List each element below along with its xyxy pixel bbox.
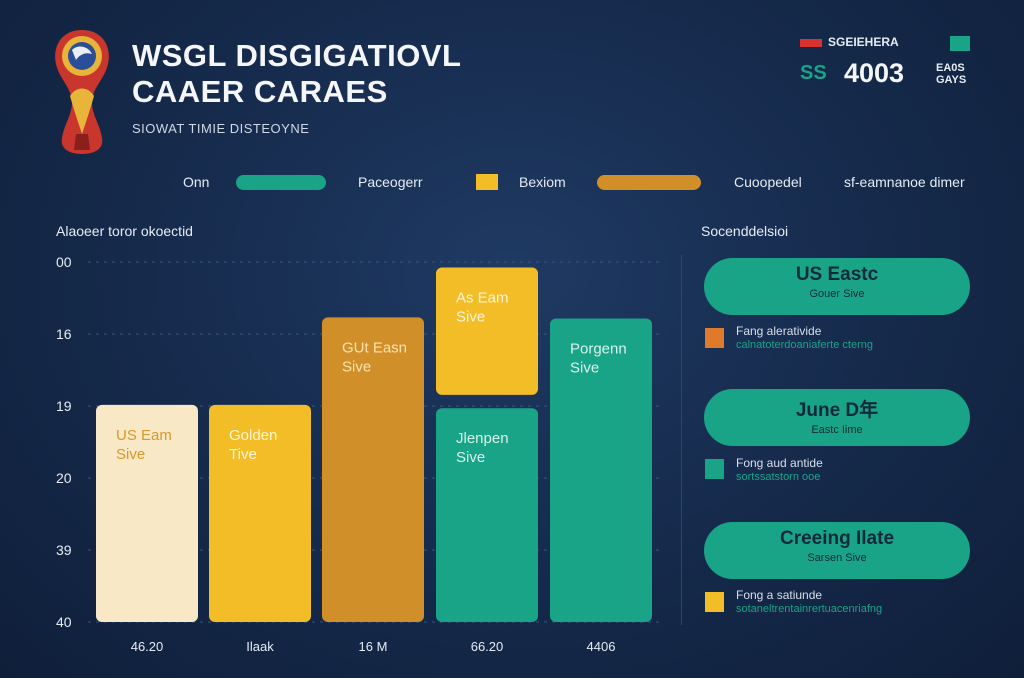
legend-swatch-onn <box>236 175 326 190</box>
bar-chart: 00 16 19 20 39 40 US Eam Sive Golden Tive GUt Easn… <box>56 254 662 654</box>
y-tick-label: 20 <box>56 470 72 486</box>
card-title: US Eastc <box>795 264 879 285</box>
flag-icon <box>800 39 822 47</box>
bar-label: GUt Easn <box>342 339 407 356</box>
x-tick-label: 46.20 <box>131 639 164 654</box>
card-subtitle: Gouer Sive <box>809 288 865 300</box>
note-marker-icon <box>705 328 724 348</box>
chart-title-line-2: CAAER CARAES <box>132 74 388 109</box>
bar-label: Tive <box>229 446 257 463</box>
y-tick-label: 40 <box>56 614 72 630</box>
x-tick-label: 4406 <box>587 639 616 654</box>
y-tick-label: 00 <box>56 254 72 270</box>
y-axis-title: Alaoeer toror okoectid <box>56 223 193 239</box>
x-tick-label: 66.20 <box>471 639 504 654</box>
card-note-line-2: sotaneltrentainrertuacenriafng <box>736 603 883 615</box>
top-right-small-text: EA0S GAYS <box>936 62 967 86</box>
note-marker-icon <box>705 592 724 612</box>
bar-label: Sive <box>570 359 599 376</box>
card-subtitle: Sarsen Sive <box>807 552 867 564</box>
card-creeing-ilate[interactable]: Creeing Ilate Sarsen Sive <box>704 522 970 579</box>
card-title: June D年 <box>795 400 879 421</box>
x-tick-label: Ilaak <box>246 639 274 654</box>
bar[interactable] <box>209 404 311 622</box>
card-note-line-2: sortssatstorn ooe <box>736 471 821 483</box>
bar[interactable] <box>550 318 652 622</box>
bar-label: Porgenn <box>570 340 627 357</box>
card-note-line-1: Fong a satiunde <box>736 588 823 602</box>
y-tick-label: 19 <box>56 398 72 414</box>
teal-square-icon <box>950 36 970 51</box>
legend-label-bexiom: Bexiom <box>519 174 566 190</box>
card-note-line-2: calnatoterdoaniaferte cterng <box>736 339 873 351</box>
bar-label: Sive <box>342 358 371 375</box>
card-us-eastc[interactable]: US Eastc Gouer Sive <box>704 258 970 315</box>
card-note-line-1: Fang alerativide <box>736 324 822 338</box>
bar-label: Sive <box>456 309 485 326</box>
bar-label: US Eam <box>116 427 172 444</box>
top-right-label: SGEIEHERA <box>828 35 899 49</box>
x-tick-label: 16 M <box>359 639 388 654</box>
y-tick-label: 16 <box>56 326 72 342</box>
trophy-logo-icon <box>55 30 109 154</box>
legend-swatch-paceogerr <box>476 174 498 190</box>
bar-label: Jlenpen <box>456 430 509 447</box>
legend-label-paceogerr: Paceogerr <box>358 174 423 190</box>
card-subtitle: Eastc Iime <box>811 424 863 436</box>
bar[interactable] <box>436 267 538 395</box>
chart-title-line-1: WSGL DISGIGATIOVL <box>132 38 462 73</box>
bar[interactable] <box>96 404 198 622</box>
card-june[interactable]: June D年 Eastc Iime <box>704 389 970 446</box>
legend-label-eamnanoe: sf-eamnanoe dimer <box>844 174 965 190</box>
panel-divider <box>681 255 682 625</box>
top-right-number: 4003 <box>844 58 905 88</box>
note-marker-icon <box>705 459 724 479</box>
card-title: Creeing Ilate <box>779 528 895 549</box>
right-panel-title: Socenddelsioi <box>701 223 789 239</box>
bar-label: Sive <box>456 449 485 466</box>
legend-label-cuoopedel: Cuoopedel <box>734 174 802 190</box>
legend-label-onn: Onn <box>183 174 210 190</box>
top-right-code: SS <box>800 62 827 84</box>
bar-label: As Eam <box>456 290 509 307</box>
chart-subtitle: SIOWAT TIMIE DISTEOYNE <box>132 121 310 136</box>
bar[interactable] <box>436 408 538 622</box>
card-note-line-1: Fong aud antide <box>736 456 823 470</box>
y-tick-label: 39 <box>56 542 72 558</box>
bar-label: Sive <box>116 446 145 463</box>
legend-swatch-bexiom <box>597 175 701 190</box>
bar[interactable] <box>322 317 424 622</box>
bar-label: Golden <box>229 427 277 444</box>
